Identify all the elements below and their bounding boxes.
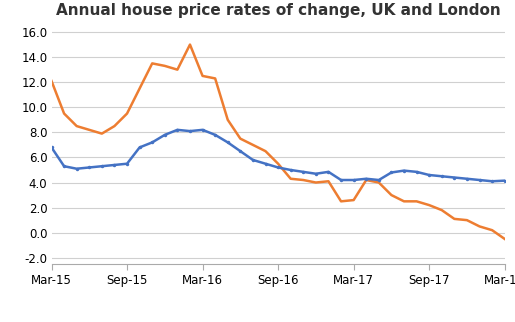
London	[287, 177, 294, 181]
London	[187, 43, 193, 46]
UK	[376, 178, 382, 182]
UK	[287, 168, 294, 172]
London	[313, 181, 319, 185]
London	[250, 143, 256, 147]
London	[338, 199, 344, 203]
London	[48, 79, 55, 83]
London	[74, 124, 80, 128]
London	[464, 218, 470, 222]
UK	[237, 149, 244, 153]
London	[451, 217, 457, 221]
UK	[426, 173, 432, 177]
London	[212, 77, 218, 80]
London	[237, 137, 244, 141]
London	[124, 112, 130, 116]
UK	[48, 146, 55, 149]
UK	[61, 164, 67, 168]
London	[376, 181, 382, 185]
London	[439, 208, 445, 212]
UK	[451, 175, 457, 179]
UK	[502, 179, 508, 183]
UK	[414, 170, 420, 174]
London	[199, 74, 205, 78]
London	[363, 178, 369, 182]
UK	[313, 172, 319, 176]
London	[351, 198, 357, 202]
Line: UK: UK	[50, 128, 506, 183]
London	[136, 87, 143, 90]
UK	[111, 163, 117, 167]
UK	[74, 167, 80, 171]
UK	[388, 171, 394, 175]
London	[401, 199, 407, 203]
London	[414, 199, 420, 203]
UK	[363, 177, 369, 181]
UK	[212, 133, 218, 137]
UK	[275, 166, 281, 169]
Line: London: London	[52, 44, 505, 239]
London	[162, 64, 168, 68]
UK	[124, 162, 130, 166]
UK	[401, 169, 407, 173]
UK	[300, 170, 306, 174]
UK	[162, 133, 168, 137]
London	[502, 237, 508, 241]
London	[86, 128, 92, 132]
London	[174, 68, 180, 71]
London	[325, 179, 332, 183]
UK	[136, 146, 143, 149]
UK	[225, 140, 231, 144]
UK	[464, 177, 470, 181]
London	[476, 224, 483, 228]
UK	[174, 128, 180, 132]
UK	[439, 174, 445, 178]
UK	[476, 178, 483, 182]
London	[99, 132, 105, 136]
UK	[199, 128, 205, 132]
London	[263, 149, 269, 153]
London	[489, 228, 495, 232]
UK	[187, 129, 193, 133]
London	[275, 162, 281, 166]
UK	[149, 140, 156, 144]
UK	[489, 179, 495, 183]
London	[149, 62, 156, 65]
Title: Annual house price rates of change, UK and London: Annual house price rates of change, UK a…	[56, 3, 501, 18]
UK	[351, 178, 357, 182]
London	[111, 124, 117, 128]
UK	[263, 162, 269, 166]
UK	[325, 170, 332, 174]
UK	[86, 166, 92, 169]
UK	[99, 164, 105, 168]
UK	[338, 178, 344, 182]
London	[388, 193, 394, 197]
London	[225, 118, 231, 122]
London	[61, 112, 67, 116]
London	[300, 178, 306, 182]
UK	[250, 158, 256, 162]
London	[426, 203, 432, 207]
